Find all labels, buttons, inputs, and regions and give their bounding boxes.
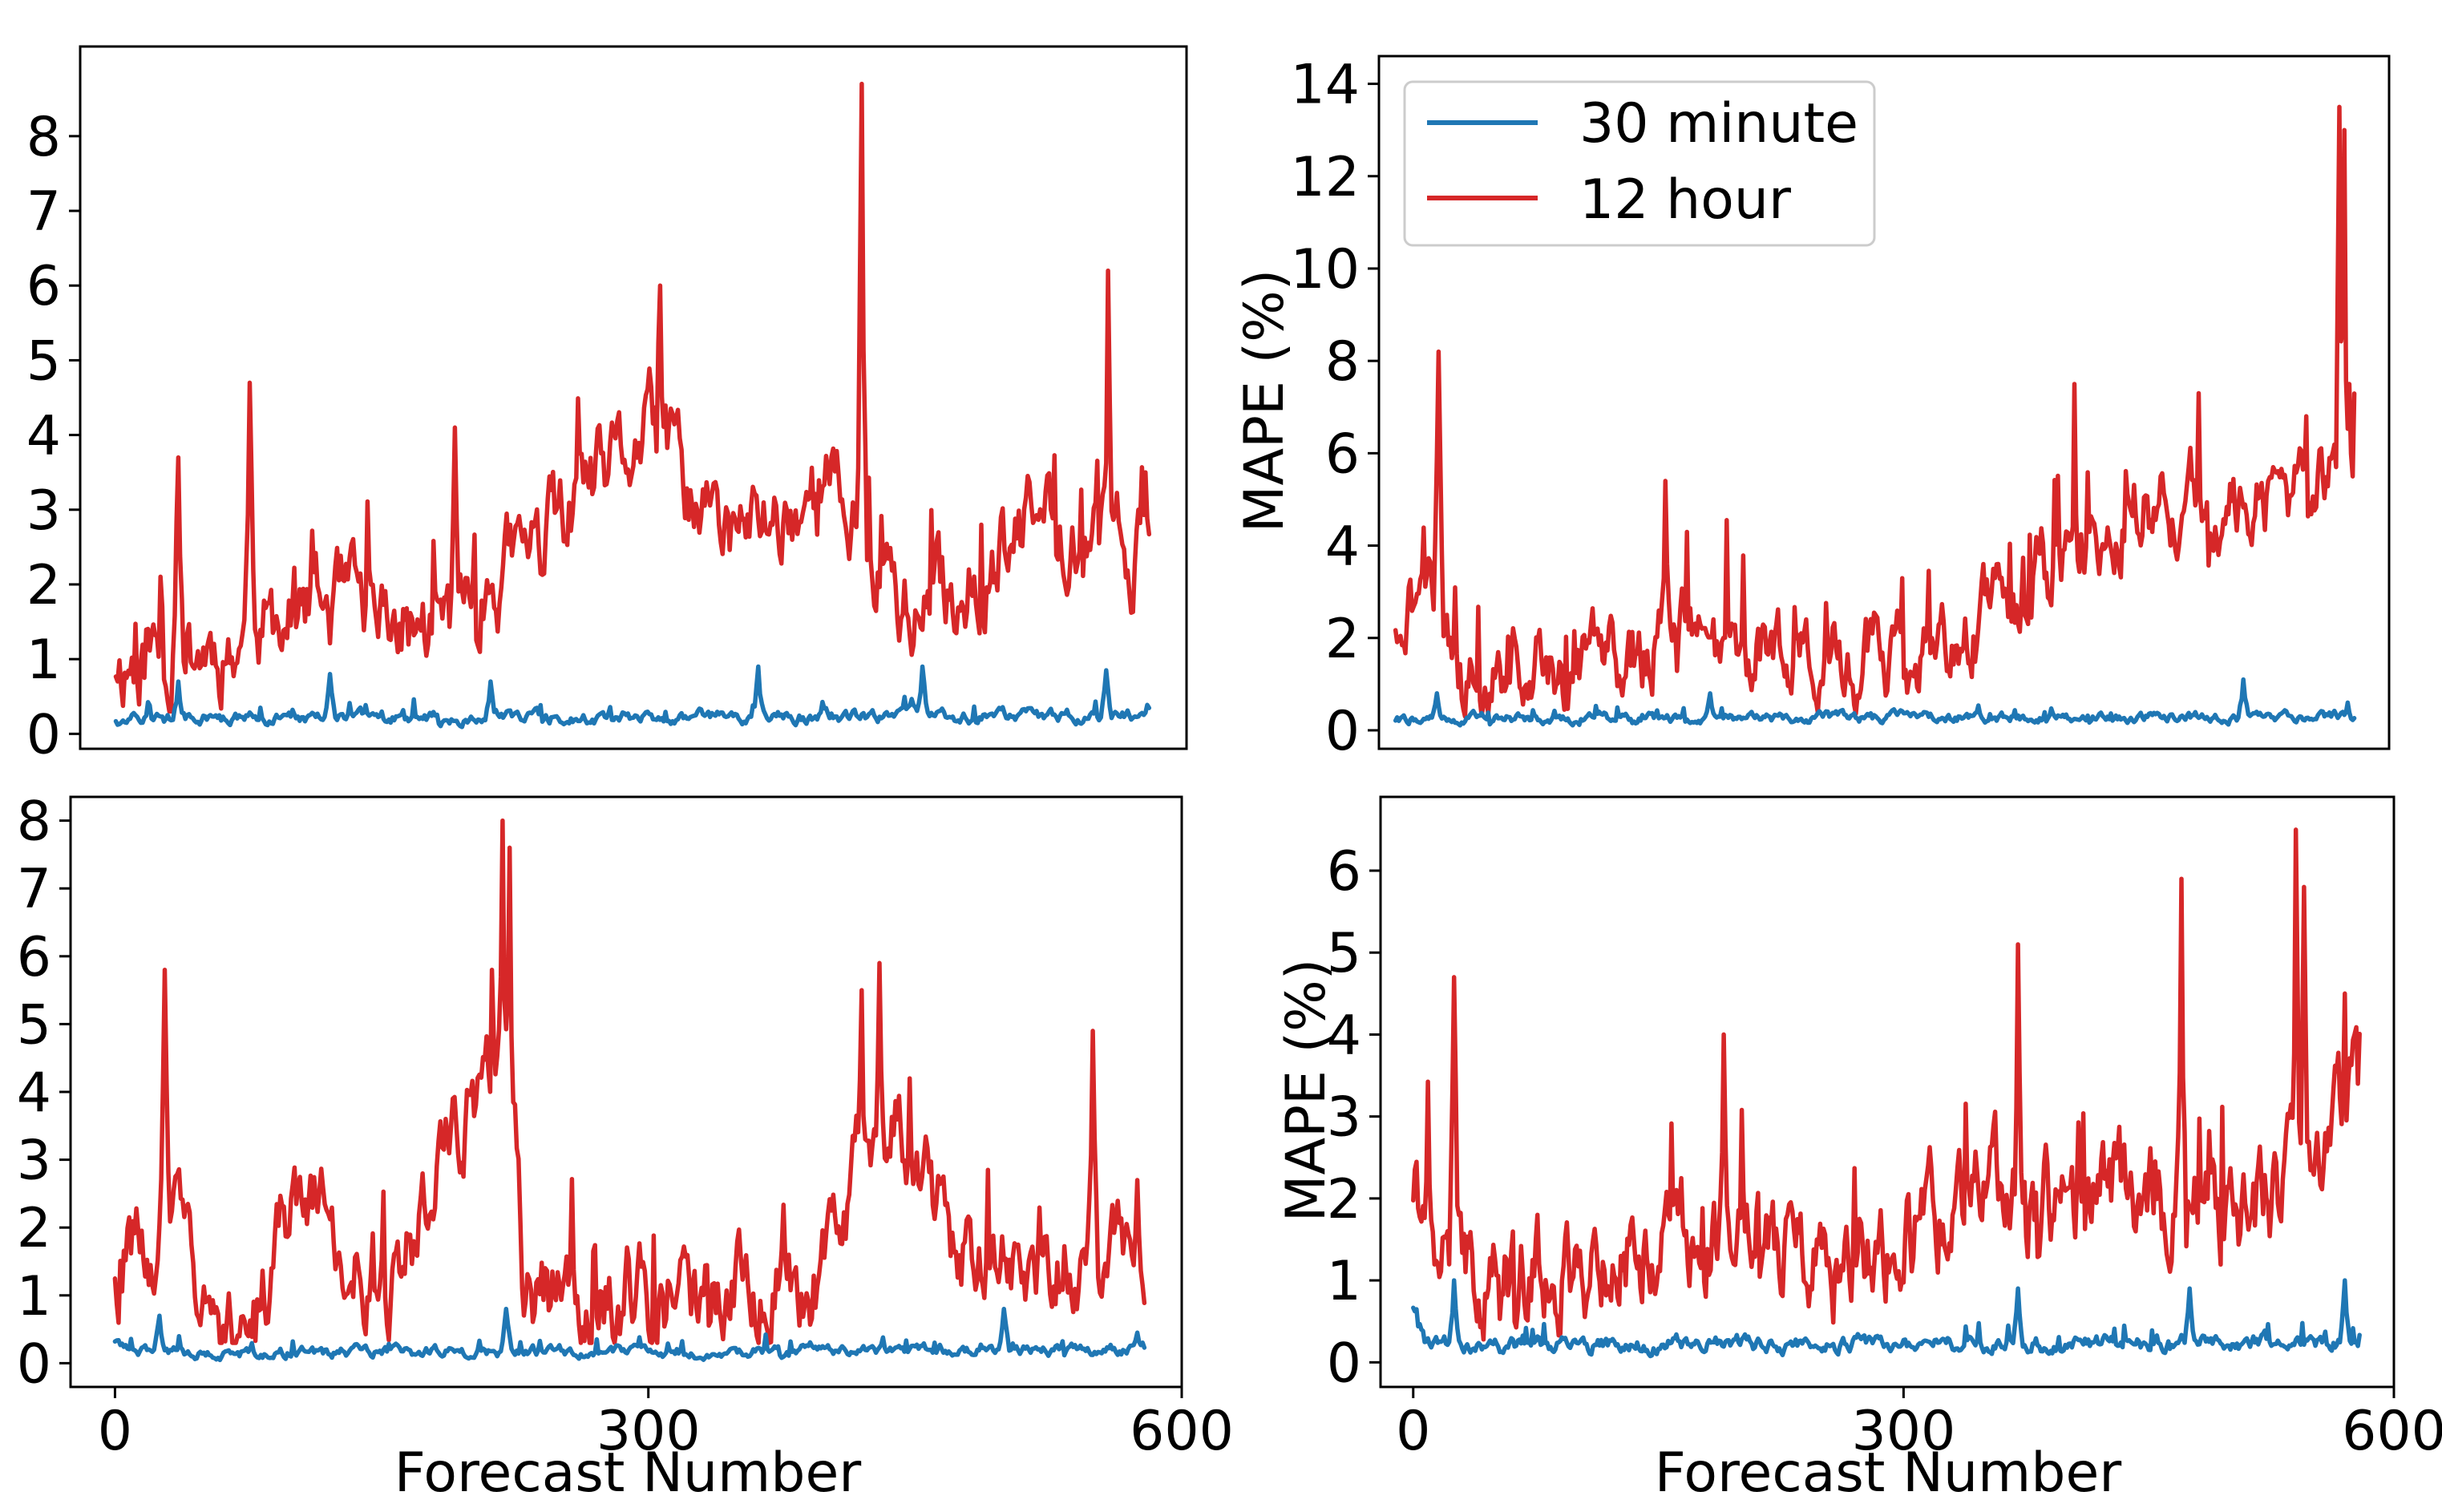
chart-panel-top-right: 0 2 4 6 8 10 12 14 [1290,54,2391,763]
ytick-label-bottom-right-2: 2 [1327,1168,1361,1231]
ytick-label-top-left-1: 1 [26,629,61,692]
ytick-label-top-right-4: 4 [1325,515,1360,579]
ylabel-top-right: MAPE (%) [1233,269,1296,532]
ytick-label-bottom-left-2: 2 [17,1197,51,1260]
ytick-label-top-left-5: 5 [26,329,61,393]
ytick-label-top-left-6: 6 [26,255,61,318]
ytick-label-top-left-0: 0 [26,703,61,766]
ytick-label-bottom-left-6: 6 [17,926,51,989]
xtick-label-bottom-right-0: 0 [1396,1400,1430,1463]
chart-panel-top-left: 0 1 2 3 4 5 6 7 8 [26,45,1188,766]
ytick-label-bottom-left-1: 1 [17,1265,51,1328]
xtick-label-bottom-left-600: 600 [1130,1400,1234,1463]
ylabel-bottom-right: MAPE (%) [1275,959,1338,1222]
ytick-label-top-right-12: 12 [1290,146,1360,209]
ytick-label-top-left-7: 7 [26,180,61,244]
ytick-label-bottom-right-4: 4 [1327,1004,1361,1067]
axes-frame-bottom-right [1379,795,2396,1389]
xlabel-bottom-left: Forecast Number [394,1441,862,1505]
ytick-label-bottom-left-0: 0 [17,1332,51,1396]
xtick-label-bottom-right-300: 300 [1851,1400,1955,1463]
xlabel-bottom-right: Forecast Number [1655,1441,2122,1505]
series-line-30-minute-top-left [113,664,1152,730]
series-line-12-hour-top-right [1393,104,2357,719]
ytick-label-top-right-10: 10 [1290,238,1360,301]
axes-frame-top-left [79,45,1188,750]
ytick-label-bottom-left-7: 7 [17,858,51,921]
legend: 30 minute 12 hour [1403,80,1876,247]
series-line-12-hour-bottom-right [1411,827,2362,1342]
ytick-label-top-left-3: 3 [26,479,61,543]
legend-label-30-minute: 30 minute [1579,92,1858,156]
ytick-label-bottom-left-4: 4 [17,1061,51,1125]
series-line-12-hour-bottom-left [112,818,1147,1345]
ytick-label-bottom-left-3: 3 [17,1130,51,1193]
ytick-label-top-left-8: 8 [26,106,61,169]
ytick-label-top-left-2: 2 [26,554,61,617]
chart-panel-bottom-right: 0 1 2 3 4 5 6 0 300 600 [1327,795,2442,1463]
ytick-label-bottom-right-0: 0 [1327,1332,1361,1395]
xtick-label-bottom-left-0: 0 [98,1400,132,1463]
series-line-30-minute-top-right [1393,677,2357,728]
ytick-label-top-left-4: 4 [26,405,61,468]
ytick-label-top-right-2: 2 [1325,608,1360,671]
ytick-label-top-right-0: 0 [1325,700,1360,763]
series-line-12-hour-top-left [113,81,1152,714]
ytick-label-bottom-right-1: 1 [1327,1250,1361,1313]
ytick-label-bottom-right-6: 6 [1327,840,1361,904]
ytick-label-top-right-14: 14 [1290,54,1360,117]
ytick-label-bottom-right-5: 5 [1327,922,1361,985]
ytick-label-top-right-6: 6 [1325,422,1360,486]
ytick-label-bottom-right-3: 3 [1327,1086,1361,1150]
series-line-30-minute-bottom-left [112,1306,1147,1363]
axes-frame-top-right [1377,55,2391,750]
ytick-label-bottom-left-5: 5 [17,993,51,1057]
ytick-label-bottom-left-8: 8 [17,790,51,854]
xtick-label-bottom-right-600: 600 [2342,1400,2442,1463]
ytick-label-top-right-8: 8 [1325,330,1360,394]
xtick-label-bottom-left-300: 300 [596,1400,701,1463]
legend-label-12-hour: 12 hour [1579,168,1791,232]
series-line-30-minute-bottom-right [1411,1278,2362,1359]
